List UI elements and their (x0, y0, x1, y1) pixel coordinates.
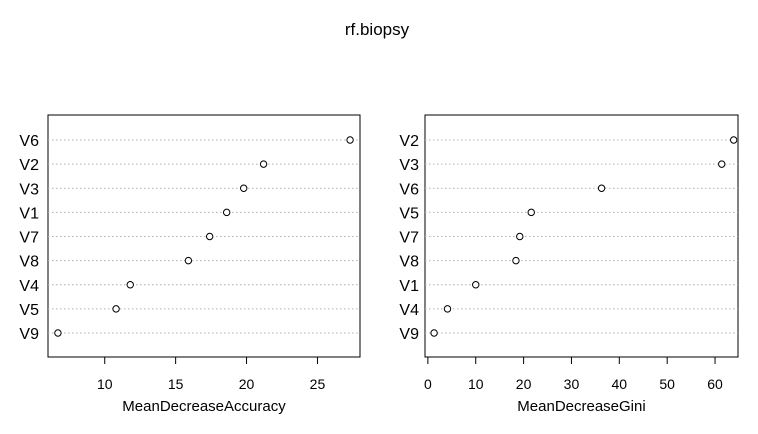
data-point (112, 305, 120, 313)
x-tick-label: 20 (239, 376, 255, 392)
data-point (516, 232, 524, 241)
x-tick-label: 20 (516, 376, 532, 392)
category-label: V5 (19, 302, 39, 319)
category-label: V2 (399, 133, 419, 150)
data-point (259, 160, 268, 168)
x-tick-label: 60 (707, 376, 723, 392)
data-point (54, 329, 62, 337)
category-label: V9 (399, 326, 419, 343)
data-point (346, 136, 354, 144)
panel-mean-decrease-accuracy: V6 V2 V3 V1 V7 V8 V4 V5 V9 10 15 20 25 MeanDecreaseAc… (19, 114, 361, 415)
data-point (443, 305, 452, 313)
category-label: V4 (19, 278, 39, 295)
x-tick-label: 0 (424, 376, 432, 392)
x-tick-label: 10 (468, 376, 484, 392)
category-label: V1 (19, 205, 39, 222)
x-axis-title: MeanDecreaseAccuracy (122, 398, 286, 415)
figure-title: rf.biopsy (345, 20, 410, 39)
data-point (240, 184, 248, 192)
category-label: V8 (19, 254, 39, 271)
category-label: V8 (399, 254, 419, 271)
category-label: V4 (399, 302, 419, 319)
data-point (126, 281, 134, 289)
category-label: V7 (19, 230, 39, 247)
category-label: V7 (399, 230, 419, 247)
category-label: V1 (399, 278, 419, 295)
data-point (430, 329, 438, 337)
category-label: V6 (399, 181, 419, 198)
category-label: V3 (19, 181, 39, 198)
panel-mean-decrease-gini: V2 V3 V6 V5 V7 V8 V1 V4 V9 0 10 20 30 40 50 60 MeanDecre… (399, 114, 739, 415)
data-point (222, 208, 231, 217)
category-label: V9 (19, 326, 39, 343)
x-tick-label: 10 (97, 376, 113, 392)
x-tick-label: 15 (168, 376, 184, 392)
data-point (205, 232, 214, 241)
x-tick-label: 30 (564, 376, 580, 392)
category-label: V3 (399, 157, 419, 174)
data-point (472, 281, 480, 289)
data-point (597, 184, 606, 192)
data-point (184, 256, 193, 265)
x-tick-label: 25 (310, 376, 326, 392)
category-label: V5 (399, 205, 419, 222)
data-point (729, 136, 738, 144)
x-axis-title: MeanDecreaseGini (517, 398, 645, 415)
x-tick-label: 50 (659, 376, 675, 392)
data-point (718, 160, 726, 168)
data-point (527, 208, 535, 217)
data-point (512, 256, 520, 265)
category-label: V2 (19, 157, 39, 174)
x-tick-label: 40 (612, 376, 628, 392)
category-label: V6 (19, 133, 39, 150)
